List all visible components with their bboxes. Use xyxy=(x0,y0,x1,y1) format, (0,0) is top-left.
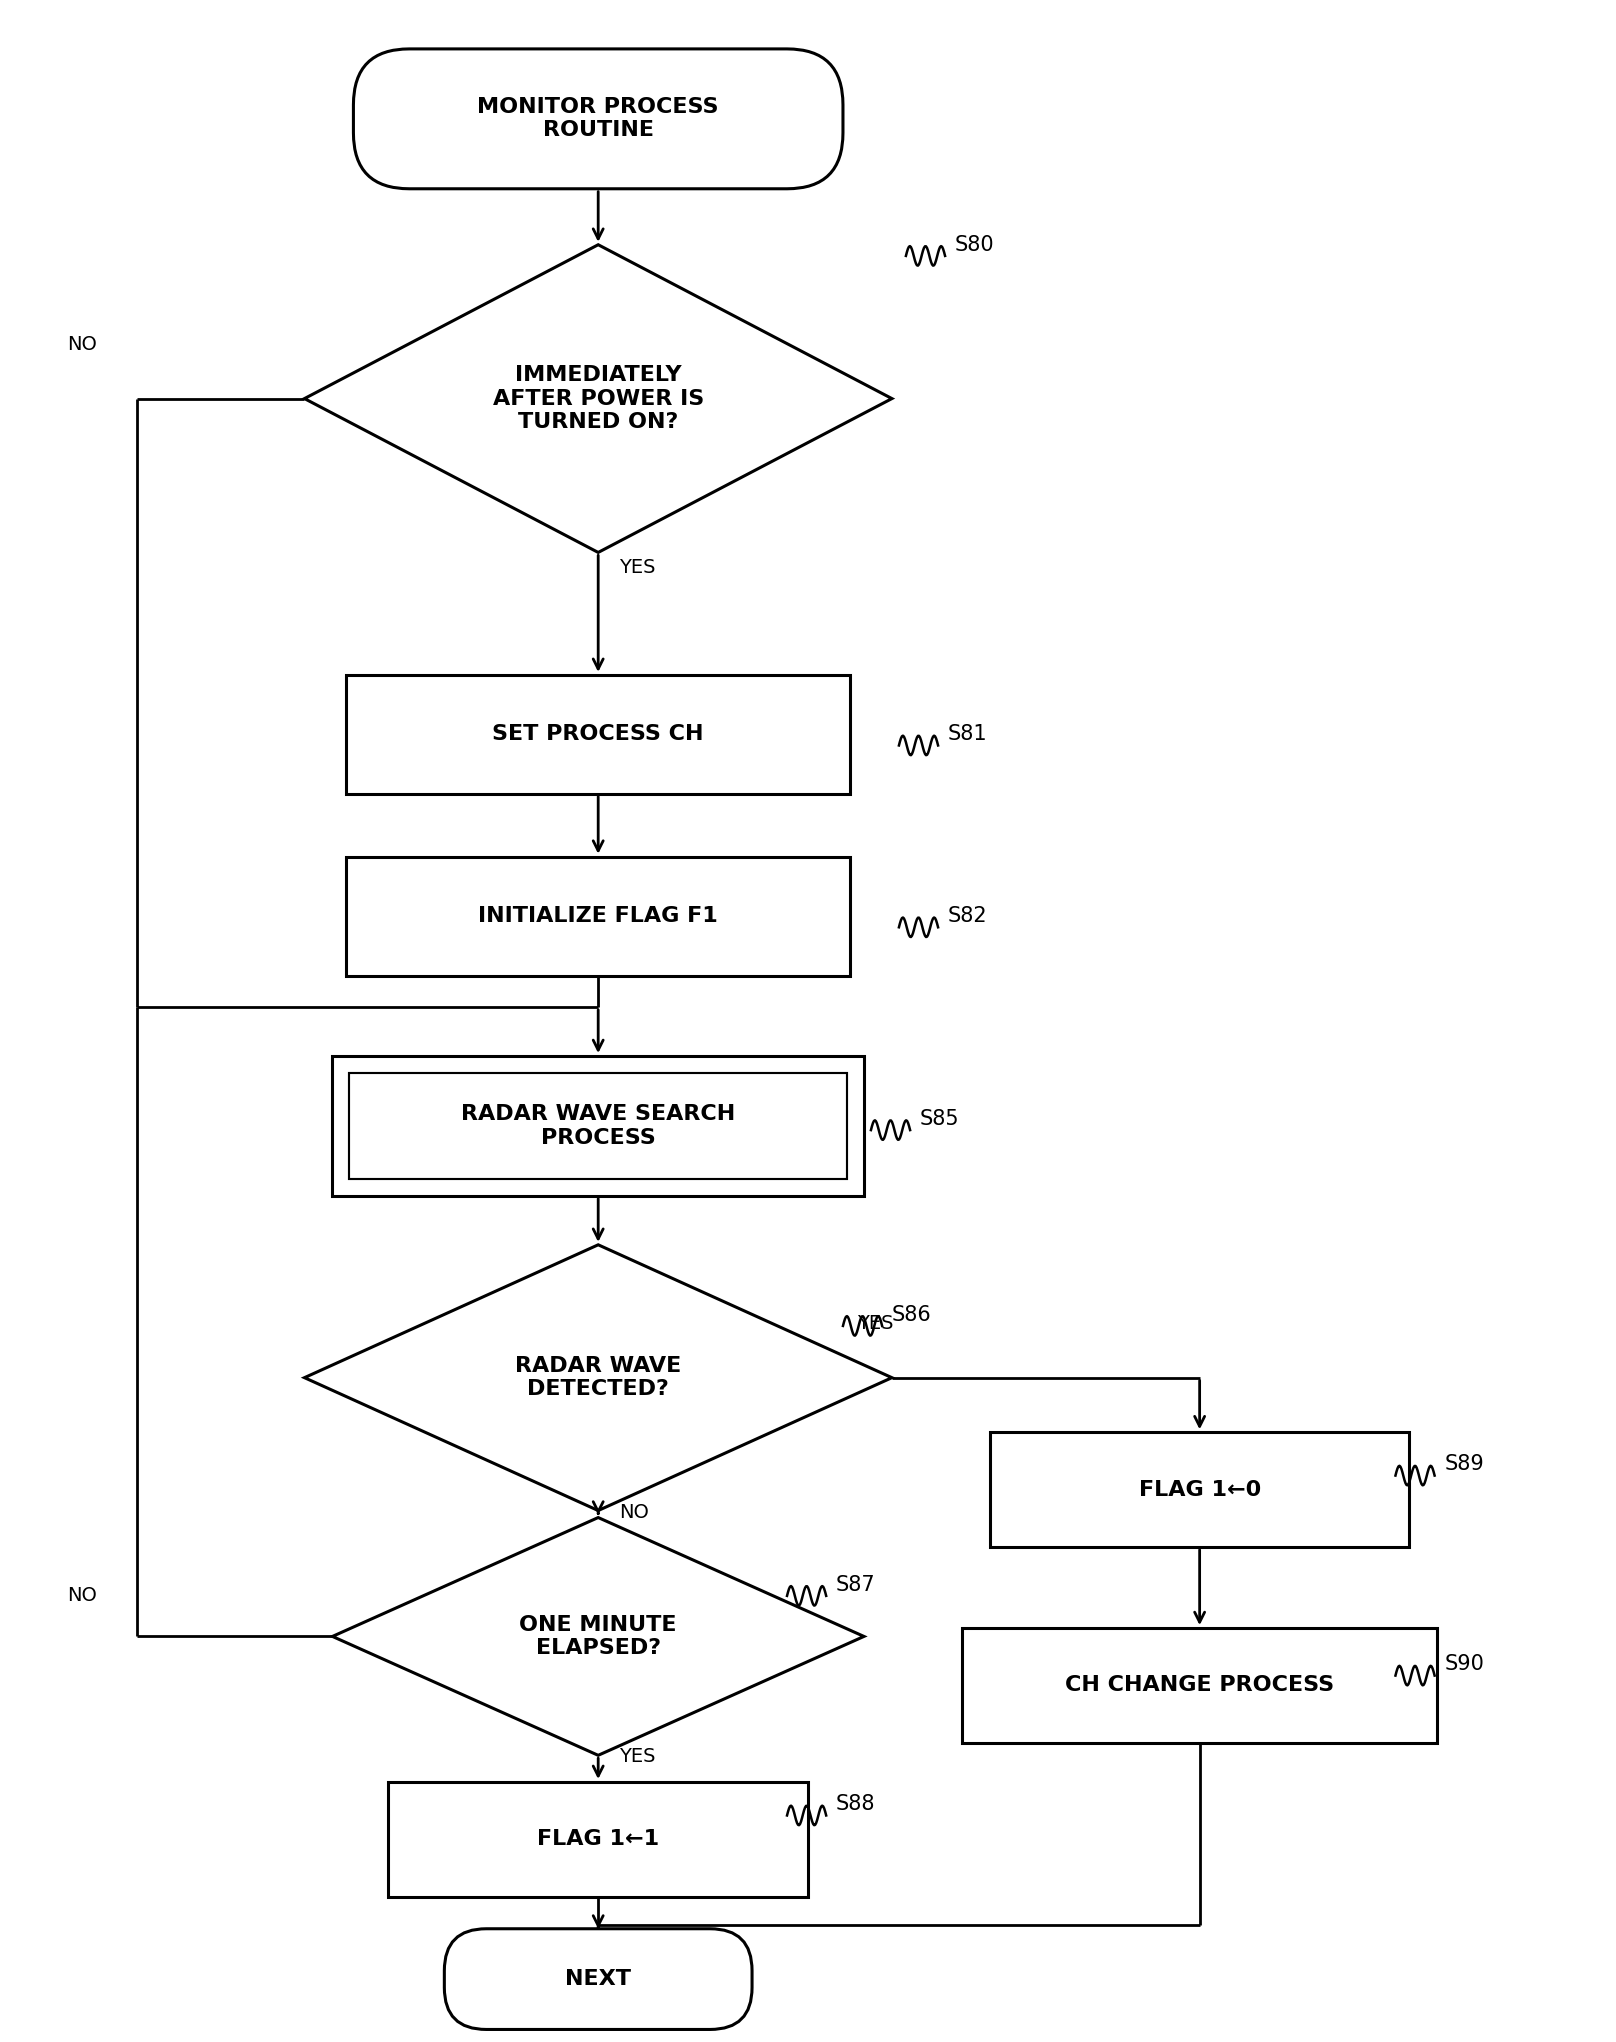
Text: S81: S81 xyxy=(949,725,987,743)
Text: S88: S88 xyxy=(835,1795,876,1813)
Text: NEXT: NEXT xyxy=(566,1968,632,1989)
Bar xyxy=(333,1056,865,1197)
Text: IMMEDIATELY
AFTER POWER IS
TURNED ON?: IMMEDIATELY AFTER POWER IS TURNED ON? xyxy=(493,366,705,431)
Text: FLAG 1←0: FLAG 1←0 xyxy=(1139,1480,1260,1499)
Bar xyxy=(991,1431,1409,1548)
Text: NO: NO xyxy=(66,1587,97,1605)
Text: RADAR WAVE
DETECTED?: RADAR WAVE DETECTED? xyxy=(516,1356,682,1399)
Text: YES: YES xyxy=(619,1748,656,1766)
Text: S80: S80 xyxy=(955,235,994,255)
FancyBboxPatch shape xyxy=(354,49,844,188)
Text: S86: S86 xyxy=(892,1305,932,1325)
Text: S85: S85 xyxy=(920,1109,960,1129)
Bar xyxy=(962,1627,1437,1742)
Text: YES: YES xyxy=(856,1313,894,1333)
Text: NO: NO xyxy=(619,1503,650,1521)
Bar xyxy=(388,1783,808,1897)
Polygon shape xyxy=(304,245,892,553)
FancyBboxPatch shape xyxy=(444,1930,751,2030)
Text: INITIALIZE FLAG F1: INITIALIZE FLAG F1 xyxy=(478,907,718,927)
Bar xyxy=(346,674,850,794)
Text: MONITOR PROCESS
ROUTINE: MONITOR PROCESS ROUTINE xyxy=(477,98,719,141)
Text: CH CHANGE PROCESS: CH CHANGE PROCESS xyxy=(1065,1674,1335,1695)
Text: S87: S87 xyxy=(835,1574,876,1595)
Text: S82: S82 xyxy=(949,907,987,927)
Text: RADAR WAVE SEARCH
PROCESS: RADAR WAVE SEARCH PROCESS xyxy=(461,1105,735,1148)
Polygon shape xyxy=(304,1246,892,1511)
Text: YES: YES xyxy=(619,557,656,578)
Text: S89: S89 xyxy=(1445,1454,1483,1474)
Bar xyxy=(346,858,850,976)
Text: S90: S90 xyxy=(1445,1654,1483,1674)
Text: ONE MINUTE
ELAPSED?: ONE MINUTE ELAPSED? xyxy=(519,1615,677,1658)
Text: FLAG 1←1: FLAG 1←1 xyxy=(537,1830,659,1850)
Text: NO: NO xyxy=(66,335,97,353)
Polygon shape xyxy=(333,1517,865,1756)
Text: SET PROCESS CH: SET PROCESS CH xyxy=(493,725,705,743)
Bar xyxy=(349,1072,847,1178)
